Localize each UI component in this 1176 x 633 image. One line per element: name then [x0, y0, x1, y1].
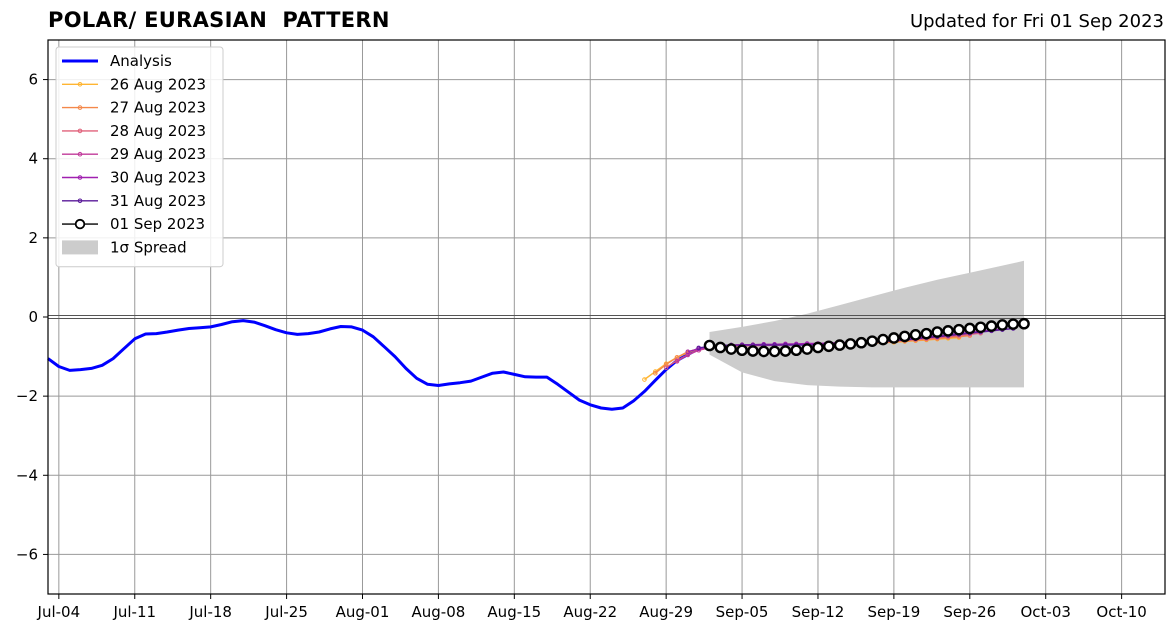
x-axis-ticks: Jul-04 Jul-11 Jul-18 Jul-25 Aug-01 Aug-08 Aug-…: [37, 594, 1147, 621]
y-tick-label: 2: [28, 229, 38, 247]
data-point: [866, 335, 878, 347]
data-point: [725, 343, 738, 355]
data-point: [920, 327, 933, 340]
legend-label: 31 Aug 2023: [110, 192, 206, 210]
data-point: [812, 341, 824, 354]
data-point: [703, 339, 716, 352]
x-tick-label: Aug-08: [412, 603, 466, 621]
legend-marker: [74, 218, 86, 230]
data-point: [877, 333, 889, 346]
data-point: [974, 321, 987, 334]
data-point: [747, 345, 759, 357]
legend-marker: [77, 198, 83, 204]
y-axis-ticks: −6 −4 −2 0 2 4 6: [16, 71, 48, 563]
series-7: [703, 317, 1030, 358]
data-point: [768, 345, 781, 358]
x-tick-label: Jul-18: [188, 603, 232, 621]
y-tick-label: 6: [28, 71, 38, 89]
data-point: [653, 370, 658, 376]
legend-label: 01 Sep 2023: [110, 215, 205, 233]
data-point: [779, 345, 792, 357]
data-point: [953, 323, 965, 336]
x-tick-label: Oct-10: [1096, 603, 1146, 621]
data-point: [963, 322, 976, 335]
data-point: [931, 326, 944, 338]
legend-label: 27 Aug 2023: [110, 99, 206, 117]
data-point: [844, 338, 857, 350]
chart-title: POLAR/ EURASIAN PATTERN: [48, 8, 390, 32]
legend-spread-swatch: [62, 240, 98, 255]
x-tick-label: Aug-15: [487, 603, 541, 621]
data-point: [942, 325, 954, 337]
x-tick-label: Aug-22: [563, 603, 617, 621]
x-tick-label: Aug-29: [639, 603, 693, 621]
legend-box: [55, 46, 224, 268]
data-point: [714, 341, 727, 354]
data-point: [663, 365, 669, 370]
legend-marker: [77, 128, 83, 134]
x-tick-label: Jul-25: [264, 603, 308, 621]
series-group: [47, 317, 1030, 411]
data-point: [1007, 318, 1019, 330]
updated-date-label: Updated for Fri 01 Sep 2023: [909, 11, 1164, 32]
legend-marker: [77, 105, 83, 110]
x-tick-label: Aug-01: [336, 603, 390, 621]
x-tick-label: Sep-26: [943, 603, 996, 621]
y-tick-label: 4: [28, 150, 38, 168]
data-point: [996, 319, 1009, 331]
y-tick-label: −2: [16, 387, 38, 405]
data-point: [823, 340, 835, 353]
y-tick-label: −6: [16, 545, 38, 563]
x-tick-label: Oct-03: [1020, 603, 1070, 621]
legend-label: 26 Aug 2023: [110, 75, 206, 93]
data-point: [888, 332, 900, 344]
y-tick-label: −4: [16, 466, 38, 484]
y-tick-label: 0: [28, 308, 38, 326]
data-point: [898, 330, 911, 343]
data-point: [642, 377, 647, 382]
legend-label: 30 Aug 2023: [110, 169, 206, 187]
data-point: [736, 344, 748, 357]
legend-marker: [77, 151, 83, 157]
zero-line-group: [48, 315, 1165, 319]
data-point: [790, 344, 803, 357]
x-tick-label: Sep-12: [792, 603, 845, 621]
data-point: [1018, 317, 1030, 330]
data-point: [757, 345, 770, 358]
legend: Analysis 26 Aug 2023 27 Aug 2023 28 Aug 202…: [55, 46, 224, 268]
x-tick-label: Sep-05: [716, 603, 769, 621]
x-tick-label: Jul-04: [37, 603, 81, 621]
legend-label: 29 Aug 2023: [110, 145, 206, 163]
data-point: [696, 345, 701, 351]
series-0: [47, 319, 700, 411]
data-point: [685, 349, 691, 355]
series-line: [47, 319, 700, 411]
data-point: [833, 339, 846, 351]
legend-marker: [77, 175, 83, 180]
x-tick-label: Sep-19: [867, 603, 920, 621]
data-point: [985, 320, 998, 332]
legend-marker: [77, 82, 83, 87]
data-point: [855, 336, 868, 349]
x-tick-label: Jul-11: [112, 603, 156, 621]
data-point: [801, 343, 813, 355]
data-point: [674, 359, 680, 364]
legend-label: 1σ Spread: [110, 238, 187, 256]
legend-label: 28 Aug 2023: [110, 122, 206, 140]
legend-label: Analysis: [110, 52, 172, 70]
data-point: [909, 329, 922, 341]
